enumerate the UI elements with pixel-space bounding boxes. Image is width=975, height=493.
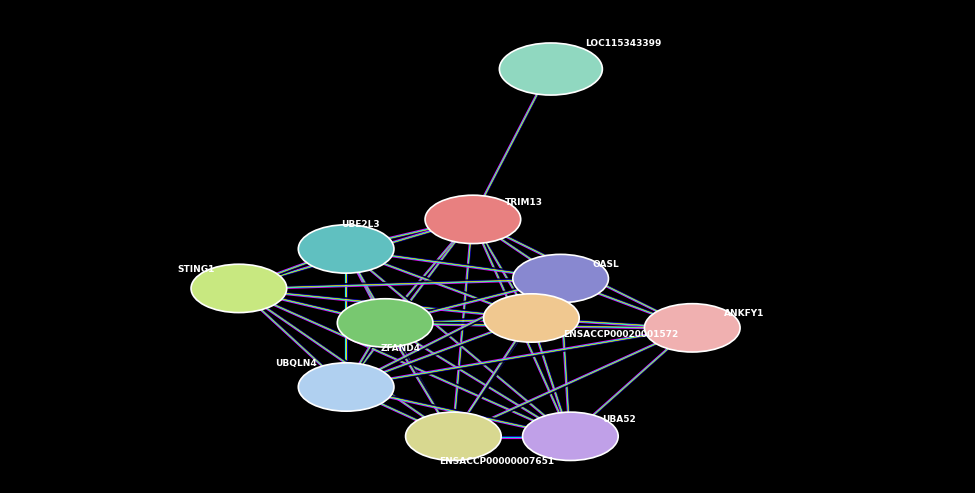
Text: ZFAND4: ZFAND4 (380, 344, 420, 352)
Point (553, 275, 568, 282)
Point (377, 319, 393, 327)
Circle shape (523, 412, 618, 460)
Text: ENSACCP00000007651: ENSACCP00000007651 (439, 457, 554, 466)
Text: TRIM13: TRIM13 (505, 198, 543, 207)
Circle shape (191, 264, 287, 313)
Point (465, 215, 481, 223)
Point (446, 432, 461, 440)
Text: STING1: STING1 (177, 265, 214, 274)
Text: ENSACCP00020001572: ENSACCP00020001572 (564, 330, 679, 339)
Point (524, 314, 539, 322)
Circle shape (499, 43, 603, 95)
Text: LOC115343399: LOC115343399 (585, 39, 661, 48)
Text: UBA52: UBA52 (603, 415, 637, 424)
Text: UBE2L3: UBE2L3 (341, 220, 380, 229)
Circle shape (337, 299, 433, 347)
Point (563, 432, 578, 440)
Text: UBQLN4: UBQLN4 (275, 359, 317, 368)
Circle shape (298, 225, 394, 273)
Circle shape (406, 412, 501, 460)
Point (543, 65, 559, 73)
Text: OASL: OASL (593, 260, 619, 269)
Circle shape (298, 363, 394, 411)
Circle shape (484, 294, 579, 342)
Point (338, 245, 354, 253)
Point (231, 284, 247, 292)
Circle shape (513, 254, 608, 303)
Point (338, 383, 354, 391)
Point (684, 324, 700, 332)
Text: ANKFY1: ANKFY1 (724, 309, 764, 318)
Circle shape (644, 304, 740, 352)
Circle shape (425, 195, 521, 244)
